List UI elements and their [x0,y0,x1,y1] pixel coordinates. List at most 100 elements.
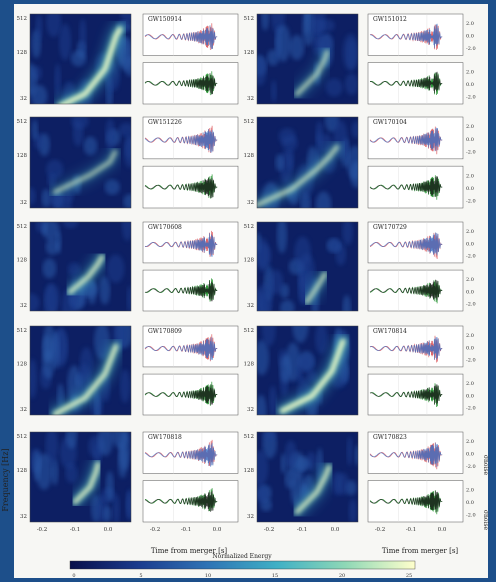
spectrogram-gw170814: 512 128 32 [244,325,359,416]
freq-tick-label: 32 [20,514,27,520]
strain-tick-label: 0.0 [466,393,474,399]
freq-tick-label: 32 [20,200,27,206]
whitened-strain-gw170608: GW170608 [142,221,239,312]
strain-tick-label: -2.0 [466,149,476,155]
panel-gw170608: 512 128 32 GW170608 [17,221,239,312]
whitened-strain-gw150914: GW150914 [142,13,239,105]
freq-tick-label: 128 [244,468,255,474]
strain-tick-label: 0.0 [466,452,474,458]
freq-tick-label: 128 [17,50,28,56]
whitened-strain-gw170104: GW170104 2.0 0.0 -2.0 2.0 0.0 -2.0 [367,116,476,209]
freq-tick-label: 512 [244,434,255,440]
freq-tick-label: 32 [247,514,254,520]
freq-tick-label: 512 [244,328,255,334]
spec-time-tick-label: 0.0 [104,527,113,533]
freq-tick-label: 32 [247,303,254,309]
freq-tick-label: 32 [20,303,27,309]
spectrogram-gw170823: 512 128 32 [244,431,359,523]
whitened-strain-gw170809: GW170809 [142,325,239,416]
freq-tick-label: 512 [17,224,28,230]
spec-time-tick-label: -0.2 [264,527,275,533]
event-label: GW170104 [373,119,407,126]
strain-tick-label: 2.0 [466,229,474,235]
panel-gw170818: 512 128 32 GW170818 [17,431,239,523]
strain-tick-label: 0.0 [466,137,474,143]
whitened-strain-gw170729: GW170729 2.0 0.0 -2.0 2.0 0.0 -2.0 [367,221,476,312]
colorbar-tick-label: 10 [205,573,211,579]
panel-gw170823: 512 128 32 GW170823 2.0 0.0 -2.0 2.0 0.0 -2.0 [244,431,476,523]
freq-tick-label: 512 [17,16,28,22]
strain-tick-label: 2.0 [466,124,474,130]
strain-tick-label: 2.0 [466,439,474,445]
strain-tick-label: 0.0 [466,289,474,295]
strain-tick-label: -2.0 [466,254,476,260]
whitened-strain-gw151226: GW151226 [142,116,239,209]
trace-time-tick-label: 0.0 [438,527,447,533]
event-label: GW170814 [373,328,407,335]
strain-tick-label: 0.0 [466,345,474,351]
panel-gw170729: 512 128 32 GW170729 2.0 0.0 -2.0 2.0 0.0 -2.0 [244,221,476,312]
panel-gw151226: 512 128 32 GW151226 [17,116,239,209]
whitened-strain-gw151012: GW151012 2.0 0.0 -2.0 2.0 0.0 -2.0 [367,13,476,105]
freq-tick-label: 128 [244,257,255,263]
freq-tick-label: 128 [17,361,28,367]
spec-time-tick-label: -0.2 [37,527,48,533]
strain-tick-label: -2.0 [466,198,476,204]
strain-tick-label: 0.0 [466,500,474,506]
event-label: GW170809 [148,328,182,335]
freq-tick-label: 128 [17,153,28,159]
spectrogram-gw150914: 512 128 32 [17,13,132,105]
event-label: GW170823 [373,434,407,441]
strain-tick-label: 2.0 [466,70,474,76]
freq-tick-label: 32 [20,407,27,413]
panel-gw150914: 512 128 32 GW150914 [17,13,239,105]
spectrogram-gw170608: 512 128 32 [17,221,132,312]
strain-tick-label: 2.0 [466,21,474,27]
spectrogram-gw170104: 512 128 32 [244,116,359,209]
strain-tick-label: 2.0 [466,333,474,339]
spectrogram-gw170729: 512 128 32 [244,221,359,312]
colorbar [69,560,416,570]
freq-tick-label: 512 [244,119,255,125]
strain-tick-label: 0.0 [466,241,474,247]
strain-tick-label: -2.0 [466,513,476,519]
whitened-strain-gw170814: GW170814 2.0 0.0 -2.0 2.0 0.0 -2.0 [367,325,476,416]
spec-time-tick-label: -0.1 [70,527,81,533]
spec-time-tick-label: 0.0 [331,527,340,533]
strain-tick-label: -2.0 [466,358,476,364]
freq-tick-label: 32 [247,407,254,413]
x-axis-label-left: Time from merger [s] [151,547,228,555]
freq-tick-label: 128 [17,468,28,474]
freq-tick-label: 128 [17,257,28,263]
strain-tick-label: 0.0 [466,186,474,192]
spec-time-tick-label: -0.1 [297,527,308,533]
trace-time-tick-label: -0.2 [375,527,386,533]
colorbar-tick-label: 5 [139,573,142,579]
x-axis-label-right: Time from merger [s] [382,547,459,555]
colorbar-tick-label: 25 [406,573,412,579]
freq-tick-label: 128 [244,153,255,159]
strain-tick-label: 2.0 [466,173,474,179]
strain-tick-label: 2.0 [466,277,474,283]
freq-tick-label: 128 [244,361,255,367]
strain-tick-label: 0.0 [466,82,474,88]
spectrogram-gw151226: 512 128 32 [17,116,132,209]
freq-tick-label: 512 [17,119,28,125]
event-label: GW151226 [148,119,182,126]
freq-tick-label: 32 [20,96,27,102]
trace-time-tick-label: -0.1 [406,527,417,533]
panel-gw170809: 512 128 32 GW170809 [17,325,239,416]
colorbar-tick-label: 0 [72,573,75,579]
strain-tick-label: 2.0 [466,381,474,387]
freq-tick-label: 32 [247,200,254,206]
strain-tick-label: 2.0 [466,488,474,494]
colorbar-tick-label: 15 [272,573,278,579]
event-label: GW151012 [373,16,407,23]
panel-gw170814: 512 128 32 GW170814 2.0 0.0 -2.0 2.0 0.0 -2.0 [244,325,476,416]
freq-tick-label: 512 [244,16,255,22]
strain-axis-label-top: σnoise [482,455,489,476]
colorbar-title: Normalized Energy [212,553,272,560]
trace-time-tick-label: -0.1 [181,527,192,533]
freq-tick-label: 512 [17,434,28,440]
